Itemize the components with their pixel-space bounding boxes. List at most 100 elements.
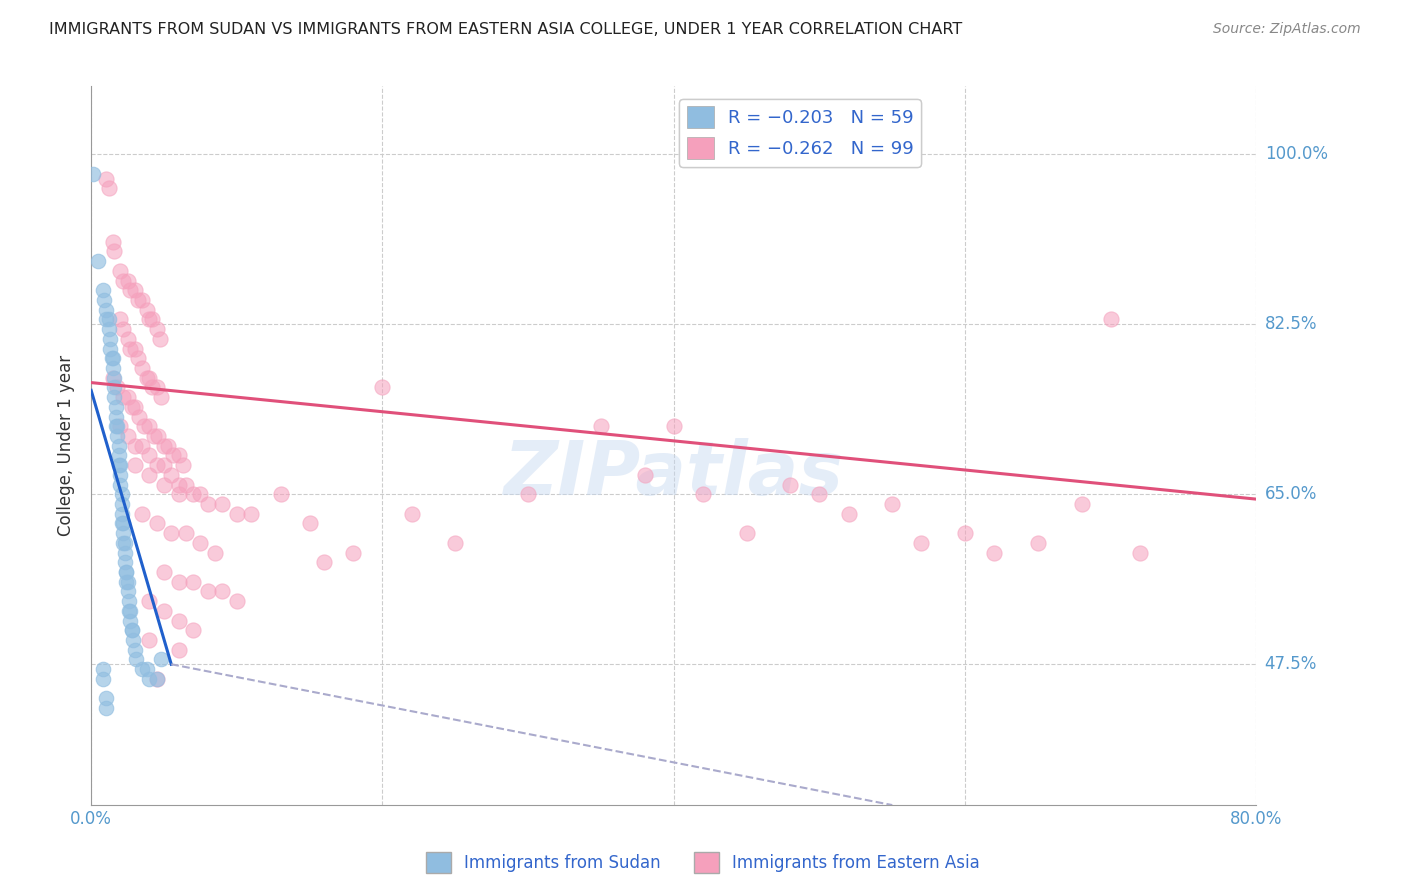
- Point: [153, 604, 176, 618]
- Point: [444, 536, 467, 550]
- Point: [145, 672, 167, 686]
- Point: [153, 439, 176, 453]
- Point: [1026, 536, 1049, 550]
- Point: [110, 467, 132, 482]
- Point: [150, 652, 173, 666]
- Point: [112, 390, 135, 404]
- Point: [270, 487, 292, 501]
- Point: [105, 429, 128, 443]
- Point: [121, 400, 143, 414]
- Point: [1099, 312, 1122, 326]
- Point: [114, 545, 136, 559]
- Text: 47.5%: 47.5%: [1265, 656, 1317, 673]
- Point: [692, 487, 714, 501]
- Point: [132, 419, 155, 434]
- Point: [111, 487, 134, 501]
- Point: [808, 487, 831, 501]
- Point: [735, 526, 758, 541]
- Point: [112, 536, 135, 550]
- Point: [162, 449, 184, 463]
- Point: [101, 351, 124, 366]
- Point: [94, 312, 117, 326]
- Point: [138, 419, 160, 434]
- Point: [121, 624, 143, 638]
- Point: [181, 487, 204, 501]
- Point: [104, 409, 127, 424]
- Point: [779, 477, 801, 491]
- Point: [167, 642, 190, 657]
- Point: [101, 361, 124, 376]
- Point: [342, 545, 364, 559]
- Point: [108, 458, 131, 472]
- Point: [401, 507, 423, 521]
- Point: [153, 458, 176, 472]
- Point: [108, 449, 131, 463]
- Point: [120, 614, 142, 628]
- Point: [298, 516, 321, 531]
- Point: [910, 536, 932, 550]
- Point: [117, 429, 139, 443]
- Point: [838, 507, 860, 521]
- Point: [146, 429, 169, 443]
- Point: [589, 419, 612, 434]
- Point: [100, 351, 122, 366]
- Point: [131, 439, 153, 453]
- Point: [160, 526, 183, 541]
- Point: [117, 274, 139, 288]
- Point: [167, 574, 190, 589]
- Point: [145, 380, 167, 394]
- Point: [314, 555, 336, 569]
- Point: [127, 351, 149, 366]
- Point: [94, 701, 117, 715]
- Point: [167, 477, 190, 491]
- Point: [105, 380, 128, 394]
- Point: [124, 283, 146, 297]
- Point: [142, 429, 165, 443]
- Point: [211, 497, 233, 511]
- Point: [103, 380, 125, 394]
- Point: [97, 181, 120, 195]
- Point: [153, 477, 176, 491]
- Point: [138, 672, 160, 686]
- Point: [174, 477, 197, 491]
- Point: [131, 507, 153, 521]
- Point: [172, 458, 194, 472]
- Point: [150, 390, 173, 404]
- Text: 100.0%: 100.0%: [1265, 145, 1327, 163]
- Point: [114, 536, 136, 550]
- Point: [112, 516, 135, 531]
- Point: [138, 312, 160, 326]
- Point: [167, 487, 190, 501]
- Point: [104, 419, 127, 434]
- Point: [87, 254, 110, 268]
- Point: [882, 497, 904, 511]
- Point: [112, 274, 135, 288]
- Point: [138, 467, 160, 482]
- Point: [145, 458, 167, 472]
- Point: [124, 400, 146, 414]
- Point: [1129, 545, 1152, 559]
- Point: [204, 545, 226, 559]
- Point: [371, 380, 394, 394]
- Point: [91, 662, 114, 676]
- Point: [135, 370, 157, 384]
- Point: [135, 302, 157, 317]
- Point: [124, 342, 146, 356]
- Point: [103, 390, 125, 404]
- Point: [149, 332, 172, 346]
- Point: [127, 293, 149, 307]
- Y-axis label: College, Under 1 year: College, Under 1 year: [58, 355, 75, 536]
- Point: [117, 390, 139, 404]
- Point: [131, 293, 153, 307]
- Point: [112, 322, 135, 336]
- Point: [91, 283, 114, 297]
- Point: [111, 497, 134, 511]
- Point: [101, 370, 124, 384]
- Point: [167, 614, 190, 628]
- Point: [141, 380, 163, 394]
- Point: [103, 244, 125, 259]
- Point: [117, 574, 139, 589]
- Point: [131, 662, 153, 676]
- Point: [953, 526, 976, 541]
- Point: [98, 332, 121, 346]
